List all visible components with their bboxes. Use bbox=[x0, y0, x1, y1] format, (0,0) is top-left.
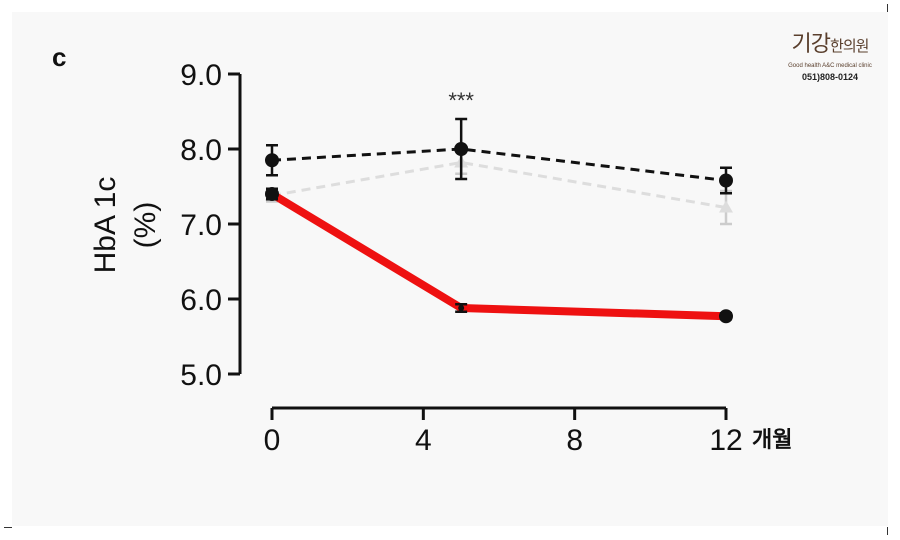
x-tick-label: 12 bbox=[709, 424, 742, 457]
series-line bbox=[271, 147, 727, 182]
clinic-logo: 기강한의원 Good health A&C medical clinic 051… bbox=[782, 32, 878, 82]
series-line bbox=[271, 160, 727, 209]
clinic-logo-mark-big: 기강 bbox=[791, 32, 831, 57]
series-1 bbox=[265, 117, 733, 195]
clinic-logo-mark-small: 한의원 bbox=[830, 37, 869, 55]
y-tick-label: 9.0 bbox=[180, 59, 222, 92]
clinic-phone: 051)808-0124 bbox=[801, 72, 859, 82]
crop-mark-bottom-right bbox=[887, 527, 888, 535]
data-point bbox=[454, 142, 469, 156]
crop-mark-bottom-left bbox=[4, 527, 12, 528]
crop-mark-top-right bbox=[887, 4, 888, 12]
panel-letter: c bbox=[52, 42, 66, 72]
significance-annotation: *** bbox=[448, 88, 474, 113]
plot-area: *** bbox=[265, 88, 733, 324]
data-point bbox=[719, 309, 733, 324]
data-point bbox=[458, 305, 465, 311]
series-2 bbox=[265, 150, 733, 226]
x-axis-unit-label: 개월 bbox=[752, 428, 792, 453]
y-ticks: 5.0 6.0 7.0 8.0 9.0 bbox=[180, 59, 240, 392]
data-point bbox=[719, 200, 733, 213]
y-axis-title-line1: HbA 1c bbox=[89, 177, 122, 274]
y-axis-title: HbA 1c (%) bbox=[89, 177, 162, 274]
figure-panel bbox=[12, 12, 888, 526]
y-tick-label: 6.0 bbox=[180, 284, 222, 317]
clinic-logo-mark: 기강한의원 bbox=[782, 32, 878, 59]
data-point bbox=[719, 173, 733, 188]
y-tick-label: 5.0 bbox=[180, 359, 222, 392]
series-0 bbox=[265, 187, 733, 324]
data-point bbox=[265, 187, 279, 201]
x-tick-label: 8 bbox=[566, 424, 583, 457]
x-tick-label: 4 bbox=[415, 424, 432, 457]
clinic-tagline: Good health A&C medical clinic bbox=[788, 63, 872, 69]
y-tick-label: 7.0 bbox=[180, 209, 222, 242]
series-line bbox=[268, 190, 730, 321]
y-axis-title-line2: (%) bbox=[129, 202, 162, 249]
data-point bbox=[265, 153, 279, 168]
x-tick-label: 0 bbox=[264, 424, 281, 457]
y-tick-label: 8.0 bbox=[180, 134, 222, 167]
x-ticks: 0 4 8 12 bbox=[264, 408, 743, 457]
